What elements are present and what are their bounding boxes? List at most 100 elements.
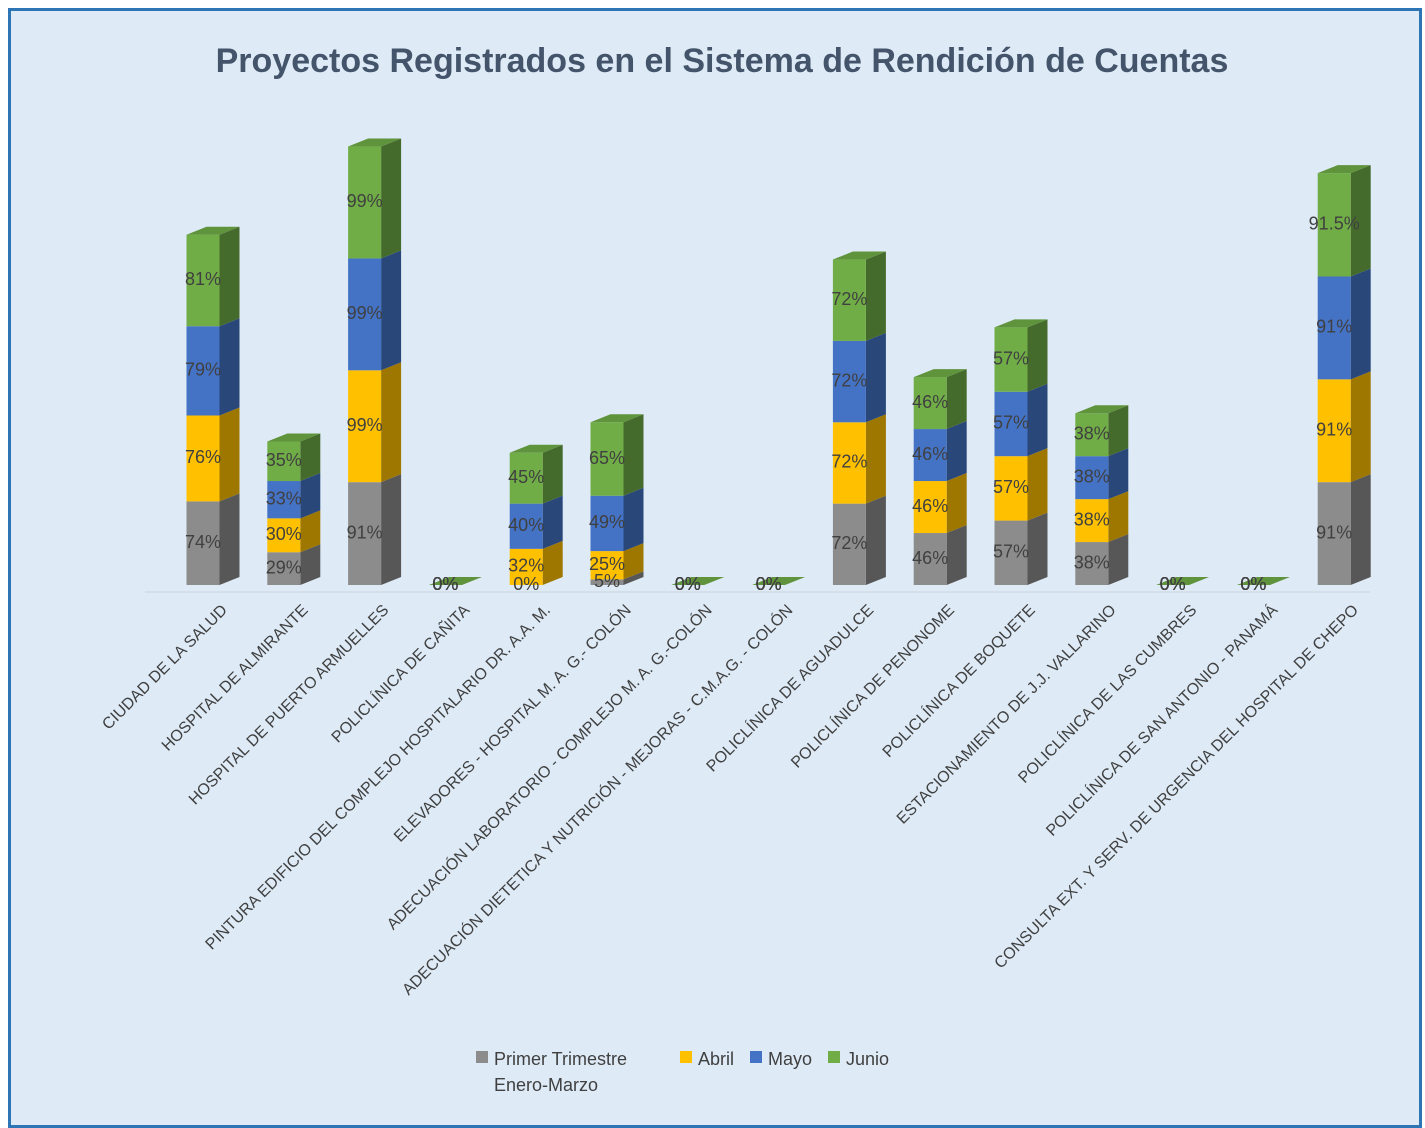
bar-side bbox=[1350, 371, 1371, 483]
bar bbox=[913, 377, 947, 430]
bar bbox=[1317, 379, 1351, 483]
data-label: 25% bbox=[589, 554, 625, 574]
data-label: 0% bbox=[1240, 574, 1266, 594]
data-label: 79% bbox=[185, 360, 221, 380]
bar-side bbox=[865, 495, 886, 585]
data-label: 65% bbox=[589, 448, 625, 468]
bar-side bbox=[1108, 534, 1129, 585]
data-label: 0% bbox=[1240, 574, 1266, 594]
bar-top bbox=[348, 138, 402, 147]
legend-item: Abril bbox=[680, 1046, 734, 1098]
bar-side bbox=[946, 525, 967, 585]
bar bbox=[913, 481, 947, 534]
bar-side bbox=[381, 138, 402, 259]
data-label: 35% bbox=[266, 450, 302, 470]
data-label: 0% bbox=[756, 574, 782, 594]
data-label: 0% bbox=[675, 574, 701, 594]
bar bbox=[590, 579, 624, 585]
bar-side bbox=[219, 407, 240, 502]
data-label: 91.5% bbox=[1309, 214, 1360, 234]
data-label: 72% bbox=[831, 370, 867, 390]
bar-side bbox=[623, 543, 644, 580]
bar-top bbox=[1156, 577, 1210, 585]
bar-side bbox=[542, 495, 563, 549]
data-label: 0% bbox=[1160, 574, 1186, 594]
bar bbox=[832, 259, 866, 341]
data-label: 57% bbox=[993, 477, 1029, 497]
bar-top bbox=[428, 577, 482, 585]
bar-side bbox=[219, 493, 240, 585]
data-label: 46% bbox=[912, 392, 948, 412]
x-tick-label: HOSPITAL DE ALMIRANTE bbox=[159, 602, 312, 755]
data-label: 57% bbox=[993, 348, 1029, 368]
data-label: 0% bbox=[1240, 574, 1266, 594]
bar bbox=[509, 452, 543, 504]
bar-top bbox=[1317, 165, 1371, 174]
bar-top bbox=[832, 251, 886, 260]
bar-side bbox=[1108, 448, 1129, 500]
data-label: 46% bbox=[912, 548, 948, 568]
bar-side bbox=[300, 473, 321, 519]
bar bbox=[186, 326, 220, 416]
data-label: 0% bbox=[1160, 574, 1186, 594]
bar-top bbox=[509, 444, 563, 453]
data-label: 33% bbox=[266, 488, 302, 508]
data-label: 57% bbox=[993, 542, 1029, 562]
data-label: 0% bbox=[756, 574, 782, 594]
x-tick-label: POLICLÍNICA DE LAS CUMBRES bbox=[1014, 600, 1200, 786]
legend-swatch bbox=[680, 1051, 692, 1063]
data-label: 91% bbox=[347, 522, 383, 542]
bar bbox=[994, 456, 1028, 521]
legend-label: Primer Trimestre Enero-Marzo bbox=[494, 1049, 628, 1095]
bar-side bbox=[219, 318, 240, 416]
legend-swatch bbox=[828, 1051, 841, 1063]
bar-side bbox=[1108, 405, 1129, 457]
bar bbox=[267, 552, 301, 585]
data-label: 72% bbox=[831, 533, 867, 553]
data-label: 81% bbox=[185, 269, 221, 289]
bar-top bbox=[1236, 577, 1290, 585]
bar bbox=[913, 429, 947, 482]
data-label: 46% bbox=[912, 444, 948, 464]
bar bbox=[348, 258, 382, 371]
bar bbox=[590, 551, 624, 580]
bar bbox=[1317, 482, 1351, 585]
bar bbox=[994, 520, 1028, 585]
data-label: 0% bbox=[513, 574, 539, 594]
bar bbox=[348, 370, 382, 483]
chart-frame bbox=[8, 8, 1422, 1128]
bar bbox=[994, 391, 1028, 457]
bar bbox=[1317, 173, 1351, 277]
data-label: 38% bbox=[1074, 552, 1110, 572]
data-label: 99% bbox=[347, 303, 383, 323]
bar bbox=[590, 495, 624, 552]
bar bbox=[832, 422, 866, 504]
legend: Primer Trimestre Enero-Marzo Abril Mayo Jun… bbox=[476, 1046, 889, 1098]
bar-side bbox=[1027, 383, 1048, 457]
bar bbox=[509, 503, 543, 549]
legend-label: Abril bbox=[698, 1049, 735, 1069]
data-label: 30% bbox=[266, 524, 302, 544]
bar-side bbox=[381, 250, 402, 371]
bar-top bbox=[671, 577, 725, 585]
bar-side bbox=[946, 473, 967, 534]
bar-side bbox=[300, 510, 321, 553]
data-label: 91% bbox=[1316, 317, 1352, 337]
bar bbox=[1075, 456, 1109, 500]
bar bbox=[1075, 499, 1109, 543]
chart-title: Proyectos Registrados en el Sistema de R… bbox=[216, 42, 1229, 80]
bar-side bbox=[381, 474, 402, 585]
x-tick-label: CONSULTA EXT. Y SERV. DE URGENCIA DEL HO… bbox=[992, 602, 1362, 972]
bar-side bbox=[1027, 448, 1048, 521]
bar-top bbox=[590, 414, 644, 423]
data-label: 0% bbox=[675, 574, 701, 594]
bar-side bbox=[300, 544, 321, 585]
data-label: 72% bbox=[831, 289, 867, 309]
bar-side bbox=[946, 369, 967, 430]
data-label: 0% bbox=[432, 574, 458, 594]
data-label: 38% bbox=[1074, 466, 1110, 486]
bar-top bbox=[267, 433, 321, 442]
bar-side bbox=[1350, 165, 1371, 277]
bar-side bbox=[623, 487, 644, 552]
bar bbox=[267, 518, 301, 553]
